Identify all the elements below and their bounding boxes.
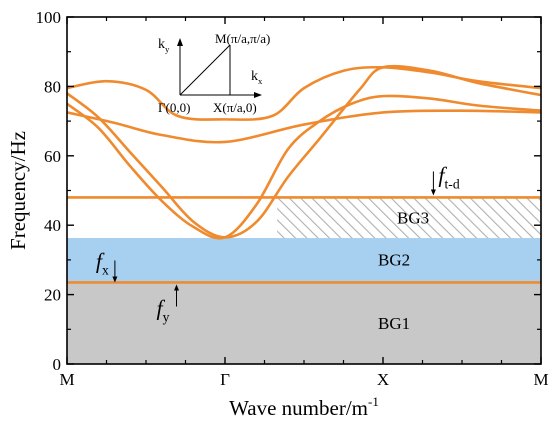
y-tick-label-20: 20 [44, 286, 61, 305]
labels-layer: ft-d fx fy [96, 162, 460, 324]
band-gap-2 [67, 238, 541, 282]
band-curve-3 [67, 94, 541, 240]
y-tick-label-80: 80 [44, 77, 61, 96]
band-gap-label-1: BG1 [378, 314, 410, 333]
band-gap-layer: BG1 BG2 BG3 [67, 197, 541, 364]
inset-m-label: M(π/a,π/a) [215, 31, 270, 46]
f-y-label: fy [157, 295, 170, 324]
y-tick-label-0: 0 [53, 355, 62, 374]
y-tick-label-100: 100 [36, 8, 62, 27]
brillouin-zone-inset: ky kx M(π/a,π/a) Γ(0,0) X(π/a,0) [158, 31, 270, 115]
f-x-arrowhead [112, 276, 118, 283]
y-tick-label-40: 40 [44, 216, 61, 235]
y-tick-label-60: 60 [44, 147, 61, 166]
inset-kx-label: kx [251, 69, 263, 86]
inset-diagonal [179, 44, 231, 96]
inset-gamma-label: Γ(0,0) [158, 100, 190, 115]
x-tick-label-3: M [533, 370, 548, 389]
f-y-arrowhead [174, 284, 179, 291]
inset-kx-arrowhead [254, 92, 262, 98]
band-gap-3 [277, 197, 541, 239]
f-t-d-label: ft-d [438, 162, 459, 191]
y-axis-title: Frequency/Hz [6, 131, 30, 250]
curves-layer [67, 64, 541, 284]
inset-ky-label: ky [158, 37, 170, 54]
inset-x-label: X(π/a,0) [213, 100, 257, 115]
band-gap-label-2: BG2 [378, 251, 410, 270]
band-curve-4 [67, 109, 541, 144]
x-axis-title: Wave number/m-1 [229, 394, 379, 420]
band-gap-1 [67, 282, 541, 364]
x-tick-label-2: X [377, 370, 389, 389]
inset-ky-arrowhead [177, 38, 183, 46]
f-x-label: fx [96, 248, 109, 277]
band-gap-label-3: BG3 [397, 209, 429, 228]
band-curve-1 [67, 65, 541, 121]
axes-layer: 0 20 40 60 80 100 M Γ X M Wave number/m-1 Frequency… [6, 8, 549, 420]
x-tick-label-1: Γ [220, 370, 230, 389]
x-tick-label-0: M [59, 370, 74, 389]
f-t-d-arrowhead [430, 189, 436, 196]
